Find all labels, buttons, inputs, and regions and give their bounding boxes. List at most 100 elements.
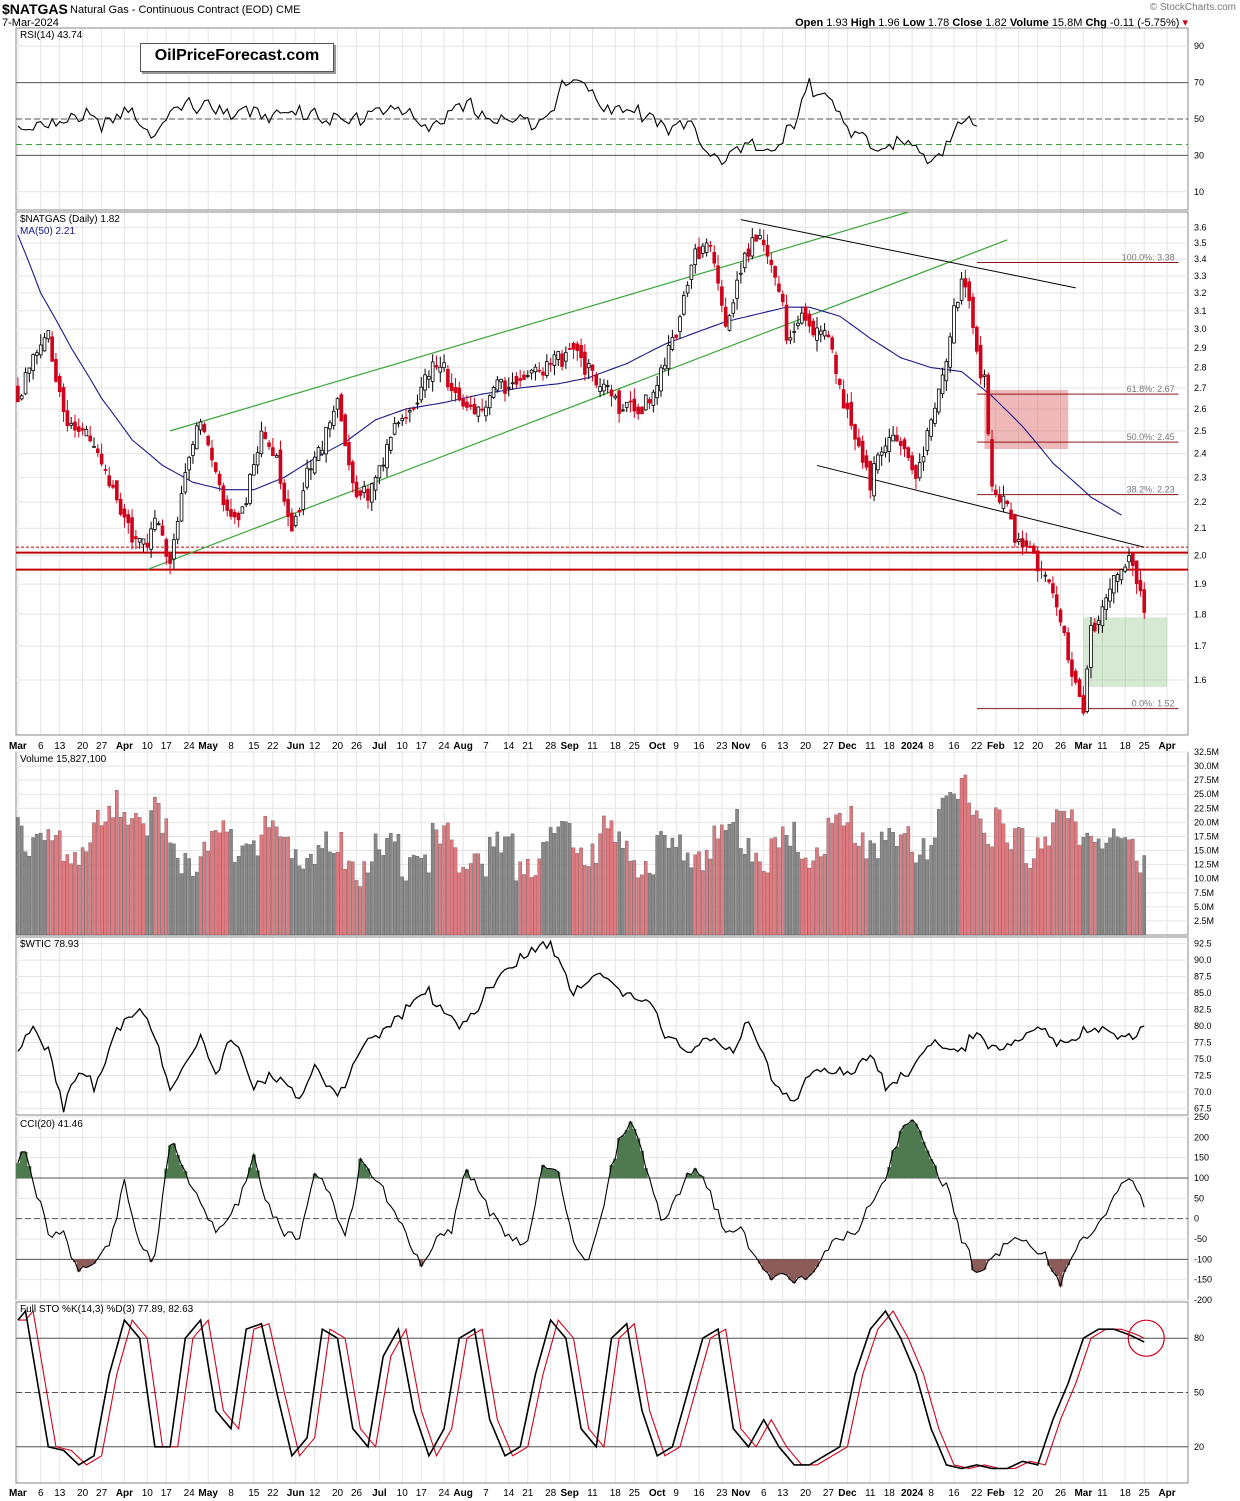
volume-bar [1093, 842, 1097, 936]
watermark-box: OilPriceForecast.com [140, 43, 334, 72]
candle-body [765, 245, 770, 257]
wtic-y-tick-label: 92.5 [1194, 939, 1212, 949]
volume-bar [628, 860, 633, 936]
candle-body [141, 538, 146, 545]
volume-bar [274, 826, 279, 936]
volume-bar [160, 833, 165, 936]
x-axis-tick-label: 28 [545, 1488, 557, 1499]
volume-bar [819, 856, 823, 936]
volume-bar [46, 829, 51, 936]
volume-bar [845, 822, 850, 936]
cci-y-tick-label: 0 [1194, 1214, 1199, 1224]
volume-bar [320, 848, 325, 936]
volume-bar [560, 821, 564, 936]
x-axis-tick-label: 20 [332, 1488, 344, 1499]
volume-bar [495, 831, 500, 936]
volume-bar [468, 863, 473, 936]
candle-body [1100, 606, 1105, 627]
candle-body [503, 380, 507, 394]
candle-body [115, 480, 119, 501]
candle-body [594, 374, 599, 386]
high-value: 1.96 [878, 17, 900, 29]
x-axis-tick-label: 16 [948, 1488, 960, 1499]
candle-body [1054, 594, 1059, 608]
candle-body [510, 382, 515, 385]
volume-bar [605, 828, 610, 936]
x-axis-tick-label: Oct [649, 1488, 666, 1499]
volume-bar [997, 809, 1002, 936]
volume-bar [92, 822, 96, 936]
candle-body [396, 422, 401, 425]
volume-bar [141, 823, 146, 936]
candle-body [1127, 555, 1131, 563]
candle-body [80, 428, 85, 431]
volume-bar [800, 858, 804, 936]
candle-body [583, 351, 587, 375]
volume-bar [457, 872, 462, 936]
candle-body [252, 464, 256, 476]
x-axis-tick-label: 6 [38, 741, 44, 752]
volume-bar [522, 874, 526, 936]
candle-body [624, 401, 629, 408]
volume-bar [640, 874, 644, 936]
sto-highlight-circle [1127, 1319, 1165, 1357]
volume-bar [697, 851, 701, 936]
volume-bar [864, 858, 869, 936]
volume-bar [255, 855, 260, 936]
volume-bar [1073, 821, 1078, 936]
volume-bar [533, 875, 538, 936]
x-axis-tick-label: May [198, 741, 218, 752]
volume-bar [404, 880, 408, 936]
open-value: 1.93 [826, 17, 848, 29]
x-axis-tick-label: 15 [248, 741, 260, 752]
volume-bar [96, 810, 100, 936]
volume-bar [126, 824, 131, 936]
volume-bar [1001, 823, 1006, 936]
copyright-label: © StockCharts.com [1149, 2, 1236, 13]
candle-body [248, 474, 252, 504]
x-axis-tick-label: 12 [1013, 741, 1025, 752]
x-axis-tick-label: 20 [332, 741, 344, 752]
volume-bar [427, 872, 431, 936]
candle-body [179, 493, 184, 522]
volume-bar [305, 858, 309, 936]
candle-body [35, 352, 39, 356]
volume-bar [50, 840, 54, 936]
candle-body [103, 469, 108, 471]
candle-body [457, 387, 462, 401]
volume-bar [465, 868, 469, 936]
candle-body [88, 435, 93, 442]
volume-y-tick-label: 12.5M [1194, 860, 1219, 870]
volume-bar [1115, 836, 1120, 936]
volume-bar [309, 853, 313, 936]
x-axis-tick-label: 20 [77, 1488, 89, 1499]
candle-body [723, 306, 728, 327]
x-axis-tick-label: 7 [483, 1488, 489, 1499]
x-axis-tick-label: 22 [267, 1488, 279, 1499]
volume-bar [548, 827, 553, 936]
volume-bar [982, 832, 987, 936]
volume-bar [575, 853, 580, 936]
volume-bar [933, 837, 937, 936]
candle-body [57, 376, 62, 393]
x-axis-tick-label: 27 [96, 741, 108, 752]
volume-bar [278, 836, 283, 936]
candle-body [556, 351, 561, 360]
price-y-tick-label: 3.1 [1194, 306, 1207, 316]
candle-body [963, 278, 968, 288]
candle-body [525, 375, 530, 377]
volume-bar [1142, 855, 1146, 936]
candle-body [312, 456, 317, 474]
volume-y-tick-label: 25.0M [1194, 789, 1219, 799]
candle-body [126, 514, 131, 524]
x-axis-tick-label: 11 [865, 741, 876, 752]
candle-body [484, 406, 488, 417]
candle-body [293, 515, 298, 527]
candle-body [1123, 566, 1128, 572]
volume-bar [331, 853, 336, 936]
volume-bar [838, 813, 842, 936]
candle-body [1085, 668, 1089, 712]
volume-bar [978, 818, 983, 936]
volume-bar [914, 862, 918, 936]
candle-body [468, 404, 473, 407]
